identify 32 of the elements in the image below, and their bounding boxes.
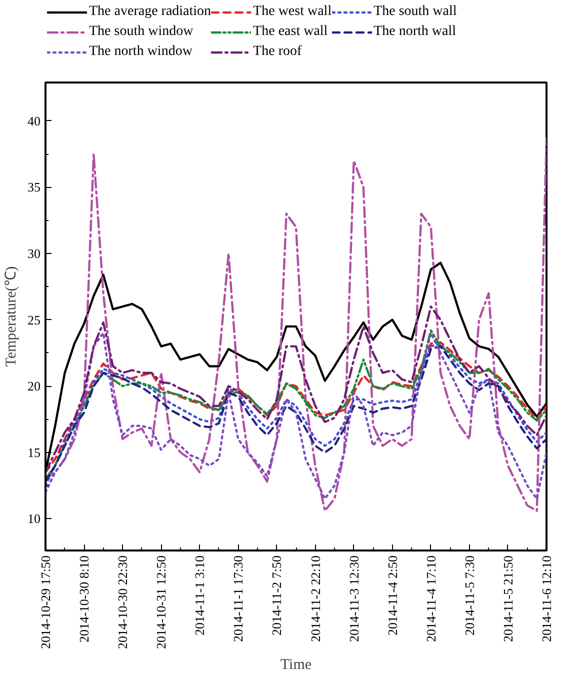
- y-tick-label: 40: [28, 113, 40, 128]
- y-tick-label: 35: [28, 180, 40, 195]
- y-tick-label: 30: [28, 246, 40, 262]
- y-tick-label: 25: [28, 312, 40, 328]
- x-tick-label: 2014-11-6 12:10: [539, 555, 554, 642]
- x-tick-label: 2014-10-29 17:50: [38, 555, 53, 650]
- x-tick-label: 2014-11-1 17:30: [230, 555, 246, 642]
- legend-label: The north window: [89, 43, 192, 61]
- line-series: [46, 305, 546, 474]
- x-tick-label: 2014-11-4 2:50: [384, 555, 400, 636]
- x-tick-label: 2014-10-31 12:50: [154, 555, 169, 650]
- x-tick-label: 2014-10-30 22:30: [115, 555, 130, 650]
- x-tick-label: 2014-11-5 7:30: [462, 555, 477, 636]
- y-tick-label: 10: [28, 511, 40, 526]
- y-axis-title: Temperature(℃): [4, 266, 20, 367]
- x-axis-title: Time: [280, 657, 312, 674]
- legend-label: The east wall: [253, 23, 328, 41]
- x-tick-label: 2014-11-2 22:10: [308, 555, 323, 642]
- x-tick-label: 2014-11-4 17:10: [423, 555, 438, 642]
- x-tick-label: 2014-11-2 7:50: [269, 555, 284, 636]
- y-tick-label: 15: [28, 444, 40, 460]
- legend-label: The roof: [253, 43, 302, 61]
- x-tick-label: 2014-11-3 12:30: [346, 555, 362, 642]
- legend-label: The average radiation: [89, 3, 212, 21]
- legend-label: The west wall: [253, 3, 332, 21]
- legend-label: The south wall: [374, 3, 457, 21]
- legend-label: The north wall: [374, 23, 456, 41]
- legend-label: The south window: [89, 23, 194, 41]
- x-tick-label: 2014-11-1 3:10: [192, 555, 208, 636]
- x-tick-label: 2014-11-5 21:50: [500, 555, 516, 642]
- y-tick-label: 20: [28, 378, 40, 394]
- x-tick-label: 2014-10-30 8:10: [76, 555, 92, 643]
